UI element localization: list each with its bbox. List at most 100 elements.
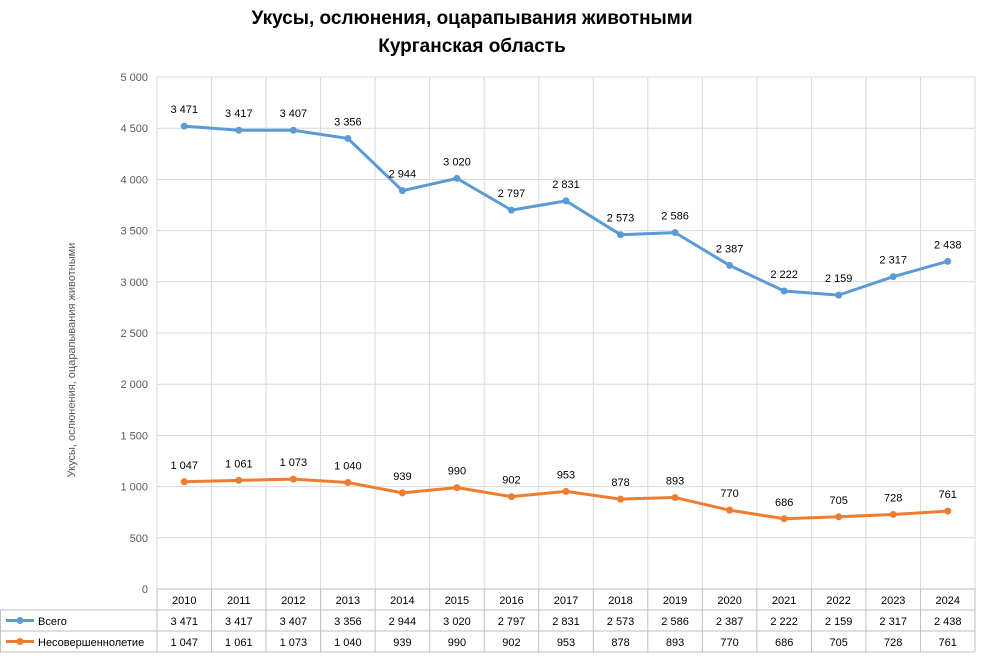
table-cell: 2 573 [607,616,635,628]
data-point [289,475,297,483]
data-label: 761 [939,489,957,501]
data-label: 2 586 [661,211,689,223]
table-cell: 953 [557,637,575,649]
data-point [726,506,734,514]
y-tick-label: 3 500 [120,226,148,238]
data-point [344,134,352,142]
table-cell: 761 [939,637,957,649]
table-cell: 990 [448,637,466,649]
table-cell: 1 040 [334,637,362,649]
data-point [398,187,406,195]
data-label: 2 159 [825,273,853,285]
table-cell: 2 944 [389,616,417,628]
legend-marker [16,638,24,645]
data-label: 705 [829,495,847,507]
table-cell: 770 [720,637,738,649]
data-label: 902 [502,475,520,487]
table-cell: 2 317 [879,616,907,628]
data-point [562,197,570,205]
data-point [944,507,952,515]
y-tick-label: 2 500 [120,328,148,340]
data-label: 3 356 [334,116,362,128]
table-cell: 2 586 [661,616,689,628]
x-tick-label: 2012 [281,595,305,607]
x-tick-label: 2015 [445,595,469,607]
x-tick-label: 2017 [554,595,578,607]
data-point [726,261,734,269]
data-point [507,206,515,214]
data-point [617,495,625,503]
series-line-0 [184,124,949,297]
data-label: 2 944 [389,169,417,181]
x-tick-label: 2011 [227,595,251,607]
table-cell: 1 047 [171,637,199,649]
data-point [780,515,788,523]
data-label: 2 831 [552,179,580,191]
x-tick-label: 2018 [608,595,632,607]
data-point [507,493,515,501]
y-tick-label: 1 500 [120,430,148,442]
table-cell: 1 061 [225,637,253,649]
data-point [780,287,788,295]
table-cell: 878 [611,637,629,649]
data-label: 3 020 [443,156,471,168]
legend-marker [16,617,24,624]
y-tick-label: 3 000 [120,277,148,289]
data-label: 3 407 [280,108,308,120]
data-labels: 3 471 3 417 3 407 3 356 2 944 3 020 2 797 2 831… [171,104,962,509]
data-label: 2 317 [879,255,907,267]
data-point [562,487,570,495]
x-tick-label: 2023 [881,595,905,607]
x-tick-label: 2013 [336,595,360,607]
y-tick-label: 4 000 [120,174,148,186]
data-label: 1 073 [280,457,308,469]
data-label: 939 [393,471,411,483]
x-tick-label: 2016 [499,595,523,607]
data-point [889,273,897,281]
data-table: 2010 2011 2012 2013 2014 2015 2016 2017 2018 2019… [0,588,976,653]
x-tick-label: 2022 [826,595,850,607]
data-point [344,479,352,487]
y-tick-label: 500 [130,533,148,545]
data-point [671,229,679,237]
data-point [835,513,843,521]
data-point [289,126,297,134]
table-cell: 902 [502,637,520,649]
data-point [398,489,406,497]
table-cell: 3 407 [280,616,308,628]
data-point [235,476,243,484]
table-cell: 686 [775,637,793,649]
data-label: 728 [884,492,902,504]
y-tick-label: 2 000 [120,379,148,391]
data-label: 2 573 [607,213,635,225]
x-tick-label: 2014 [390,595,414,607]
series-lines [180,122,952,523]
legend-label: Несовершеннолетие [38,637,144,649]
grid [156,76,976,590]
table-cell: 3 417 [225,616,253,628]
chart-title-line-2: Курганская область [378,36,566,57]
data-label: 770 [720,488,738,500]
data-point [889,510,897,518]
data-label: 1 040 [334,461,362,473]
data-point [671,494,679,502]
table-cell: 3 020 [443,616,471,628]
table-cell: 705 [829,637,847,649]
table-cell: 893 [666,637,684,649]
legend-label: Всего [38,616,67,628]
table-cell: 2 159 [825,616,853,628]
table-cell: 2 831 [552,616,580,628]
table-cell: 2 387 [716,616,744,628]
y-tick-label: 5 000 [120,72,148,84]
data-label: 3 471 [171,104,199,116]
x-tick-label: 2010 [172,595,196,607]
data-label: 686 [775,497,793,509]
x-tick-label: 2021 [772,595,796,607]
data-label: 2 797 [498,188,526,200]
table-cell: 3 356 [334,616,362,628]
x-tick-label: 2020 [717,595,741,607]
table-cell: 1 073 [280,637,308,649]
data-label: 2 387 [716,243,744,255]
table-cell: 2 797 [498,616,526,628]
data-label: 953 [557,469,575,481]
